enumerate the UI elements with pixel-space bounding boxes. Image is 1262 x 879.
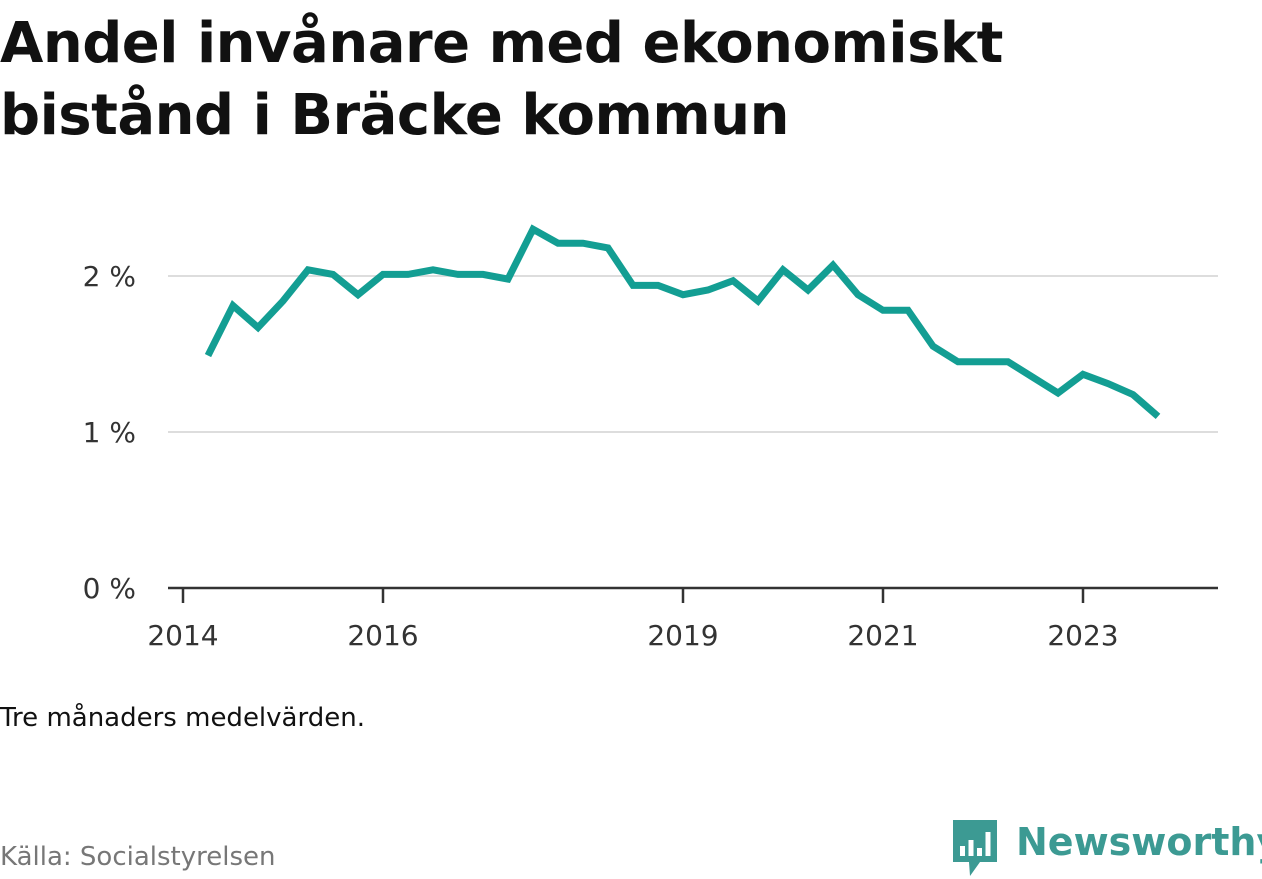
chart-title: Andel invånare med ekonomiskt bistånd i … (0, 11, 1003, 148)
brand-name: Newsworthy (1016, 820, 1262, 864)
x-tick-label: 2021 (847, 619, 918, 652)
x-axis-ticks: 2014 2016 2019 2021 2023 (147, 588, 1119, 652)
x-tick-label: 2019 (647, 619, 718, 652)
series-layer (204, 224, 1161, 420)
x-tick-label: 2023 (1047, 619, 1118, 652)
source-credit: Källa: Socialstyrelsen (0, 842, 276, 872)
grid-lines (168, 275, 1218, 590)
x-tick-label: 2014 (147, 619, 218, 652)
y-tick-label: 0 % (83, 572, 136, 605)
x-tick-label: 2016 (347, 619, 418, 652)
newsworthy-brand[interactable]: Newsworthy (950, 818, 1262, 878)
bar-chart-speech-bubble-icon (953, 820, 997, 876)
y-tick-label: 1 % (83, 416, 136, 449)
y-axis-ticks: 0 % 1 % 2 % (83, 260, 136, 605)
series-line (204, 224, 1161, 420)
y-tick-label: 2 % (83, 260, 136, 293)
chart-note: Tre månaders medelvärden. (0, 703, 365, 733)
line-chart: 0 % 1 % 2 % 2014 2016 2019 2021 2023 (83, 224, 1218, 652)
